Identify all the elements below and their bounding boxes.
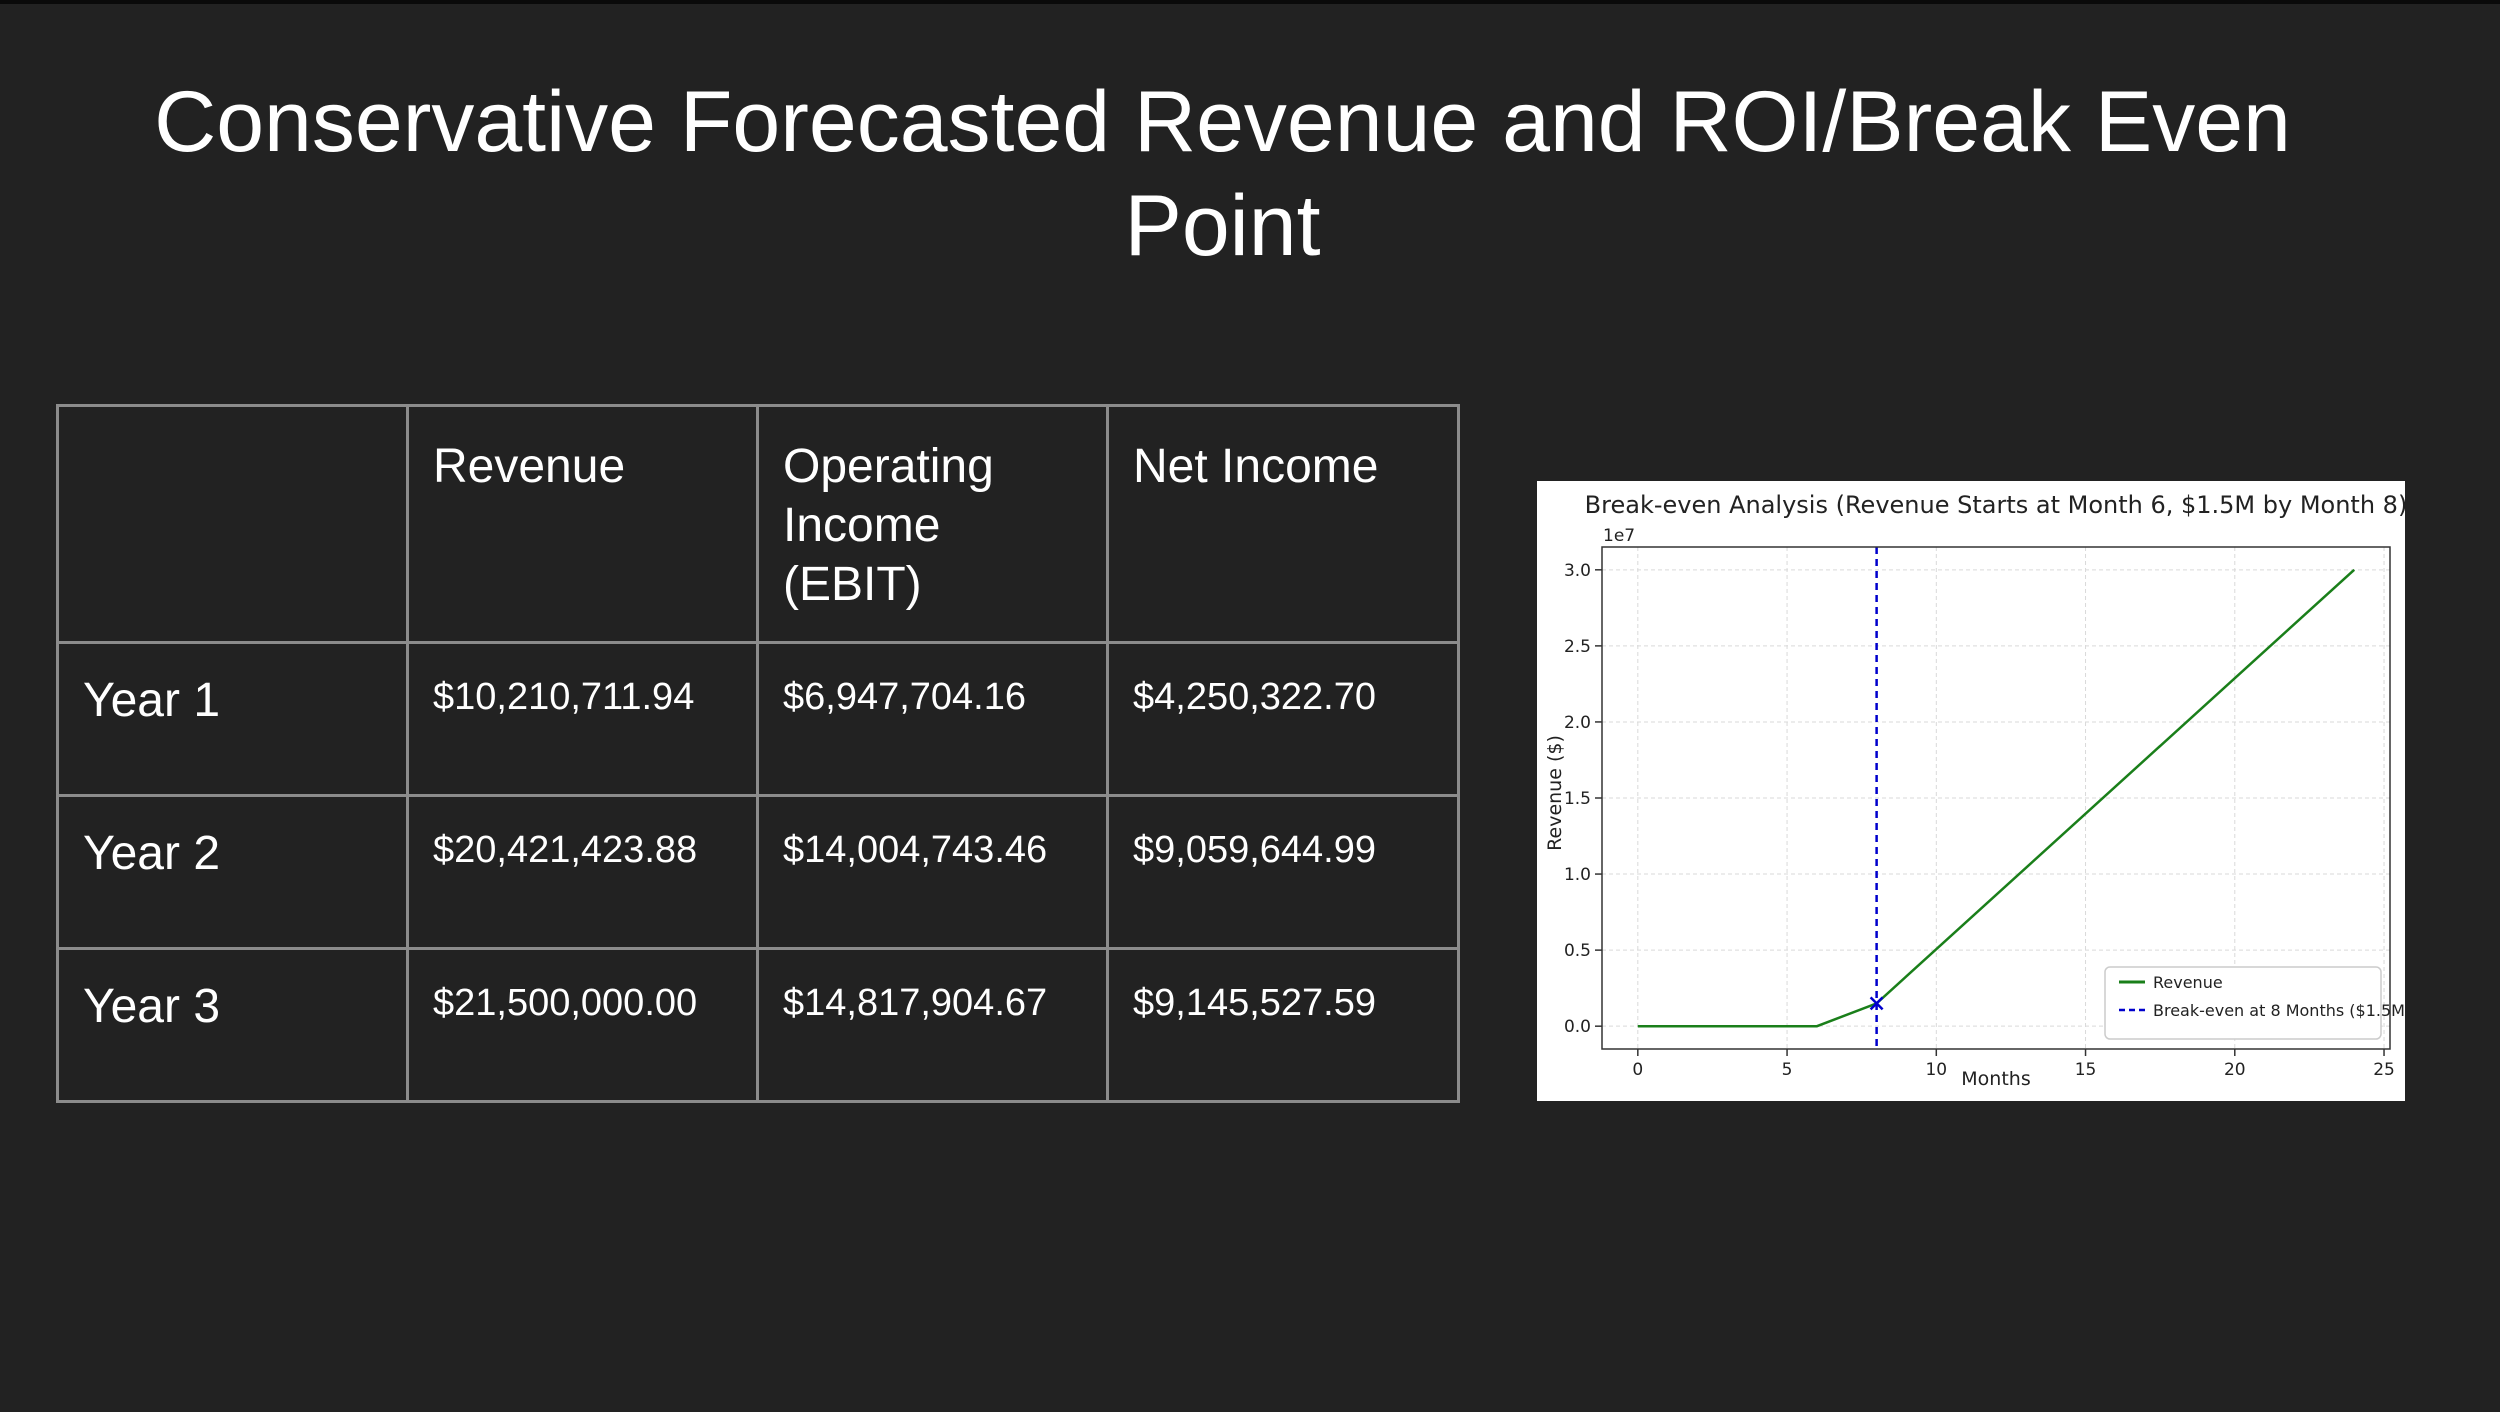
table-row: Year 3 $21,500,000.00 $14,817,904.67 $9,…	[56, 947, 1460, 1103]
financial-table: Revenue Operating Income (EBIT) Net Inco…	[56, 404, 1460, 1103]
x-axis-label: Months	[1961, 1068, 2030, 1090]
axis-ticks: 0 5 10 15 20 25 0.0 0.5 1.0 1.5 2.0 2.5 3.0	[1564, 561, 2395, 1080]
top-rule	[0, 0, 2500, 4]
grid-lines	[1602, 547, 2390, 1049]
operating-income-cell: $14,817,904.67	[756, 947, 1109, 1103]
header-revenue: Revenue	[406, 404, 759, 644]
series-line-revenue	[1637, 568, 2356, 1028]
breakeven-marker-stroke	[1869, 996, 1884, 1011]
chart-svg: Break-even Analysis (Revenue Starts at M…	[1544, 491, 2405, 1090]
x-tick-label: 25	[2373, 1060, 2395, 1080]
row-label: Year 1	[56, 641, 409, 797]
plot-frame	[1601, 546, 2391, 1050]
slide-title: Conservative Forecasted Revenue and ROI/…	[154, 74, 2291, 274]
y-tick-label: 2.5	[1564, 637, 1591, 657]
row-label: Year 2	[56, 794, 409, 950]
header-net-income: Net Income	[1106, 404, 1460, 644]
legend-breakeven-label: Break-even at 8 Months ($1.5M)	[2153, 1001, 2405, 1020]
header-operating-income: Operating Income (EBIT)	[756, 404, 1109, 644]
chart-marks	[1637, 547, 2356, 1049]
x-tick-label: 20	[2224, 1060, 2246, 1080]
operating-income-cell: $6,947,704.16	[756, 641, 1109, 797]
header-corner-cell	[56, 404, 409, 644]
table-row: Year 1 $10,210,711.94 $6,947,704.16 $4,2…	[56, 641, 1460, 797]
legend-revenue-label: Revenue	[2153, 973, 2223, 992]
row-label: Year 3	[56, 947, 409, 1103]
breakeven-marker	[1869, 996, 1884, 1011]
y-axis-label: Revenue ($)	[1544, 735, 1566, 851]
x-tick-label: 10	[1925, 1060, 1947, 1080]
revenue-cell: $21,500,000.00	[406, 947, 759, 1103]
x-tick-label: 15	[2075, 1060, 2097, 1080]
x-tick-label: 0	[1632, 1060, 1643, 1080]
revenue-cell: $20,421,423.88	[406, 794, 759, 950]
table-header-row: Revenue Operating Income (EBIT) Net Inco…	[56, 404, 1460, 644]
net-income-cell: $4,250,322.70	[1106, 641, 1460, 797]
table-row: Year 2 $20,421,423.88 $14,004,743.46 $9,…	[56, 794, 1460, 950]
y-tick-label: 3.0	[1564, 561, 1591, 581]
revenue-cell: $10,210,711.94	[406, 641, 759, 797]
y-tick-label: 2.0	[1564, 713, 1591, 733]
chart-title: Break-even Analysis (Revenue Starts at M…	[1585, 491, 2405, 519]
y-tick-label: 0.0	[1564, 1017, 1591, 1037]
y-tick-label: 1.5	[1564, 789, 1591, 809]
breakeven-chart: Break-even Analysis (Revenue Starts at M…	[1537, 481, 2405, 1101]
legend-box	[2104, 966, 2382, 1040]
y-tick-label: 0.5	[1564, 941, 1591, 961]
x-tick-label: 5	[1782, 1060, 1793, 1080]
chart-legend: Revenue Break-even at 8 Months ($1.5M)	[2104, 966, 2405, 1040]
operating-income-cell: $14,004,743.46	[756, 794, 1109, 950]
net-income-cell: $9,145,527.59	[1106, 947, 1460, 1103]
y-offset-label: 1e7	[1603, 526, 1635, 546]
net-income-cell: $9,059,644.99	[1106, 794, 1460, 950]
y-tick-label: 1.0	[1564, 865, 1591, 885]
